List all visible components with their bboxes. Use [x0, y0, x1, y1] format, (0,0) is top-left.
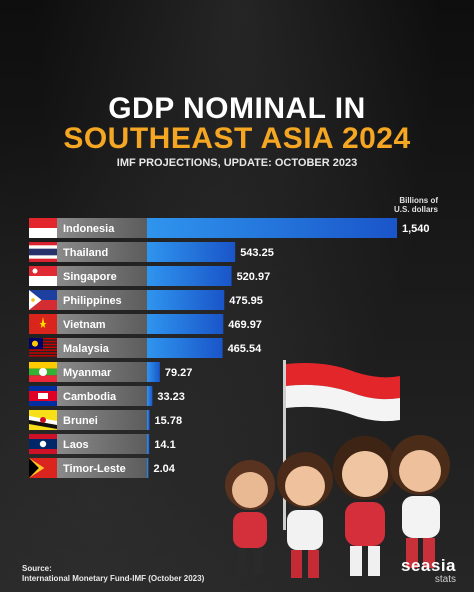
- value-label: 543.25: [240, 247, 274, 259]
- bar-row: Singapore 520.97: [29, 266, 270, 286]
- bar-row: Laos 14.1: [29, 434, 176, 454]
- source-label: Source:: [22, 564, 52, 573]
- flag-cambodia-icon: [29, 386, 57, 406]
- value-unit-label: Billions of U.S. dollars: [358, 196, 438, 214]
- bar: [147, 218, 397, 238]
- chart-subtitle: IMF PROJECTIONS, UPDATE: OCTOBER 2023: [116, 157, 358, 169]
- bar: [147, 314, 224, 334]
- category-label: Vietnam: [63, 319, 106, 331]
- bar: [147, 362, 160, 382]
- value-label: 465.54: [228, 343, 263, 355]
- value-unit-line1: Billions of: [399, 196, 438, 205]
- bar-row: Brunei 15.78: [29, 410, 182, 430]
- category-label-box: [57, 266, 147, 286]
- bar: [147, 242, 236, 262]
- category-label: Cambodia: [63, 391, 117, 403]
- category-label-box: [57, 338, 147, 358]
- category-label: Brunei: [63, 415, 98, 427]
- bar-row: Myanmar 79.27: [29, 362, 192, 382]
- category-label-box: [57, 410, 147, 430]
- bar-row: Malaysia 465.54: [29, 338, 262, 358]
- category-label-box: [57, 314, 147, 334]
- source-text: International Monetary Fund-IMF (October…: [22, 574, 205, 583]
- category-label: Philippines: [63, 295, 122, 307]
- chart-title-line2: SOUTHEAST ASIA 2024: [63, 122, 411, 155]
- bar: [147, 410, 150, 430]
- category-label: Thailand: [63, 247, 108, 259]
- category-label-box: [57, 242, 147, 262]
- bar-row: Timor-Leste 2.04: [29, 458, 176, 478]
- value-label: 2.04: [154, 463, 176, 475]
- value-label: 475.95: [229, 295, 263, 307]
- bar: [147, 266, 232, 286]
- value-label: 14.1: [154, 439, 175, 451]
- bar-row: Vietnam 469.97: [29, 314, 262, 334]
- value-unit-line2: U.S. dollars: [393, 205, 438, 214]
- value-label: 469.97: [228, 319, 262, 331]
- category-label-box: [57, 458, 147, 478]
- flag-timor-leste-icon: [29, 458, 57, 478]
- category-label: Timor-Leste: [63, 463, 126, 475]
- category-label-box: [57, 434, 147, 454]
- bar: [147, 434, 150, 454]
- bar-row: Cambodia 33.23: [29, 386, 185, 406]
- flag-philippines-icon: [29, 290, 57, 310]
- bar: [147, 386, 153, 406]
- category-label-box: [57, 218, 147, 238]
- category-label: Malaysia: [63, 343, 110, 355]
- source-note: Source: International Monetary Fund-IMF …: [22, 564, 204, 584]
- category-label-box: [57, 290, 147, 310]
- bar-row: Philippines 475.95: [29, 290, 263, 310]
- flag-indonesia-icon: [29, 218, 57, 238]
- bar: [147, 458, 149, 478]
- category-label-box: [57, 386, 147, 406]
- flag-myanmar-icon: [29, 362, 57, 382]
- flag-brunei-icon: [29, 410, 57, 430]
- kids-with-flag-illustration: [225, 360, 450, 578]
- chart-title-line1: GDP NOMINAL IN: [108, 92, 366, 125]
- brand-name: seasia: [401, 556, 456, 575]
- brand-sub: stats: [434, 574, 456, 585]
- flag-vietnam-icon: [29, 314, 57, 334]
- flag-laos-icon: [29, 434, 57, 454]
- category-label: Laos: [63, 439, 89, 451]
- category-label: Indonesia: [63, 223, 115, 235]
- flag-malaysia-icon: [29, 338, 57, 357]
- flag-thailand-icon: [29, 242, 57, 262]
- value-label: 1,540: [402, 223, 430, 235]
- category-label: Myanmar: [63, 367, 112, 379]
- bar-row: Thailand 543.25: [29, 242, 274, 262]
- value-label: 33.23: [157, 391, 185, 403]
- flag-singapore-icon: [29, 266, 57, 286]
- value-label: 520.97: [237, 271, 271, 283]
- value-label: 15.78: [155, 415, 183, 427]
- bar: [147, 338, 223, 358]
- category-label: Singapore: [63, 271, 117, 283]
- bar-row: Indonesia 1,540: [29, 218, 430, 238]
- brand-logo: seasia stats: [401, 556, 456, 585]
- category-label-box: [57, 362, 147, 382]
- bar: [147, 290, 225, 310]
- value-label: 79.27: [165, 367, 193, 379]
